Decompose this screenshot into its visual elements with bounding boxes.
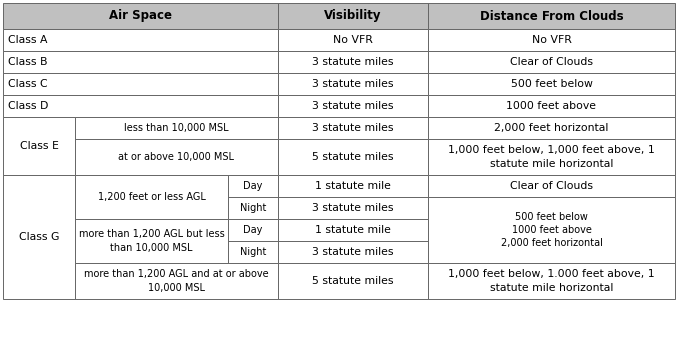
Text: 1000 feet above: 1000 feet above: [507, 101, 596, 111]
Text: Class G: Class G: [19, 232, 60, 242]
Bar: [278, 219, 428, 241]
Bar: [228, 197, 278, 219]
Bar: [428, 263, 675, 299]
Bar: [3, 73, 278, 95]
Bar: [3, 51, 278, 73]
Bar: [428, 197, 675, 263]
Bar: [278, 139, 428, 175]
Bar: [75, 263, 278, 299]
Text: 500 feet below: 500 feet below: [510, 79, 592, 89]
Bar: [75, 117, 278, 139]
Text: more than 1,200 AGL and at or above
10,000 MSL: more than 1,200 AGL and at or above 10,0…: [84, 269, 269, 293]
Bar: [428, 139, 675, 175]
Text: 1,000 feet below, 1,000 feet above, 1
statute mile horizontal: 1,000 feet below, 1,000 feet above, 1 st…: [448, 146, 655, 169]
Text: 2,000 feet horizontal: 2,000 feet horizontal: [494, 123, 609, 133]
Bar: [278, 3, 428, 29]
Bar: [228, 241, 278, 263]
Text: 3 statute miles: 3 statute miles: [312, 79, 393, 89]
Text: 5 statute miles: 5 statute miles: [312, 276, 393, 286]
Text: Class B: Class B: [8, 57, 48, 67]
Text: at or above 10,000 MSL: at or above 10,000 MSL: [118, 152, 234, 162]
Text: Visibility: Visibility: [324, 10, 382, 22]
Text: Night: Night: [240, 203, 266, 213]
Bar: [278, 51, 428, 73]
Text: No VFR: No VFR: [333, 35, 373, 45]
Text: Distance From Clouds: Distance From Clouds: [480, 10, 623, 22]
Bar: [428, 175, 675, 197]
Bar: [428, 51, 675, 73]
Text: 5 statute miles: 5 statute miles: [312, 152, 393, 162]
Text: 3 statute miles: 3 statute miles: [312, 57, 393, 67]
Text: Night: Night: [240, 247, 266, 257]
Bar: [228, 219, 278, 241]
Bar: [3, 29, 278, 51]
Text: more than 1,200 AGL but less
than 10,000 MSL: more than 1,200 AGL but less than 10,000…: [78, 230, 225, 253]
Text: 3 statute miles: 3 statute miles: [312, 247, 393, 257]
Text: 1,000 feet below, 1.000 feet above, 1
statute mile horizontal: 1,000 feet below, 1.000 feet above, 1 st…: [448, 269, 654, 293]
Text: Clear of Clouds: Clear of Clouds: [510, 57, 593, 67]
Bar: [278, 117, 428, 139]
Bar: [3, 117, 75, 175]
Text: 3 statute miles: 3 statute miles: [312, 101, 393, 111]
Bar: [75, 175, 228, 219]
Text: Class D: Class D: [8, 101, 48, 111]
Text: 500 feet below
1000 feet above
2,000 feet horizontal: 500 feet below 1000 feet above 2,000 fee…: [500, 212, 603, 248]
Bar: [428, 29, 675, 51]
Bar: [428, 3, 675, 29]
Text: Clear of Clouds: Clear of Clouds: [510, 181, 593, 191]
Text: less than 10,000 MSL: less than 10,000 MSL: [124, 123, 229, 133]
Text: Day: Day: [244, 181, 262, 191]
Text: 3 statute miles: 3 statute miles: [312, 203, 393, 213]
Text: 3 statute miles: 3 statute miles: [312, 123, 393, 133]
Bar: [75, 139, 278, 175]
Text: 1 statute mile: 1 statute mile: [315, 181, 391, 191]
Bar: [75, 219, 228, 263]
Bar: [278, 241, 428, 263]
Bar: [278, 263, 428, 299]
Bar: [278, 29, 428, 51]
Bar: [428, 95, 675, 117]
Text: Class A: Class A: [8, 35, 48, 45]
Bar: [3, 95, 278, 117]
Bar: [228, 175, 278, 197]
Text: Class E: Class E: [20, 141, 58, 151]
Bar: [278, 175, 428, 197]
Text: Air Space: Air Space: [109, 10, 172, 22]
Bar: [3, 3, 278, 29]
Bar: [3, 175, 75, 299]
Text: 1,200 feet or less AGL: 1,200 feet or less AGL: [97, 192, 205, 202]
Bar: [278, 197, 428, 219]
Text: Day: Day: [244, 225, 262, 235]
Bar: [278, 95, 428, 117]
Text: 1 statute mile: 1 statute mile: [315, 225, 391, 235]
Text: No VFR: No VFR: [531, 35, 571, 45]
Bar: [428, 117, 675, 139]
Bar: [278, 73, 428, 95]
Text: Class C: Class C: [8, 79, 48, 89]
Bar: [428, 73, 675, 95]
